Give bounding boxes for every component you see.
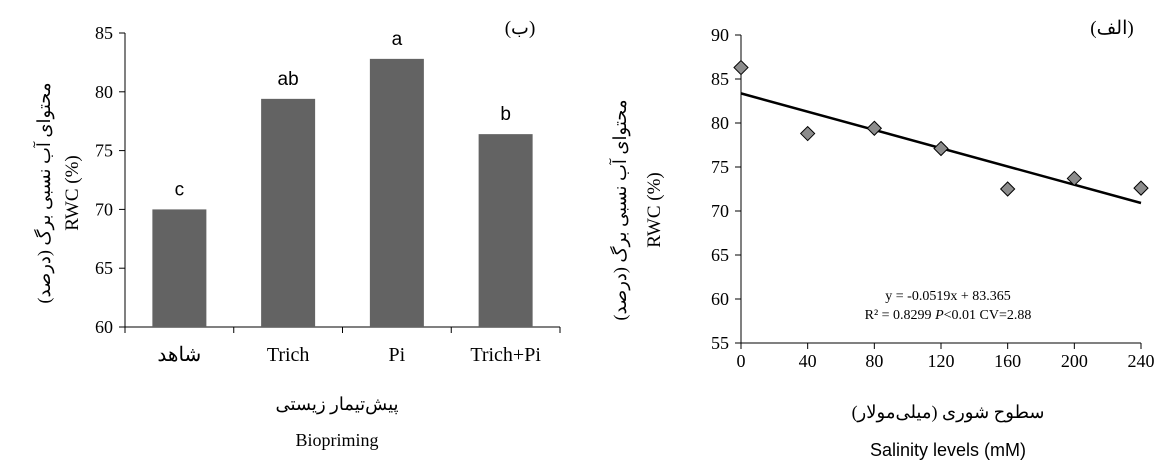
bar-x-tick-label: Pi xyxy=(389,344,406,366)
bar-data-label: ab xyxy=(278,69,299,90)
bar-chart-panel: 60 65 70 75 80 85 c شاهد ab Trich a Pi b Trich+Pi (ب)… xyxy=(33,18,561,450)
scatter-panel-label: (الف) xyxy=(1090,18,1133,39)
bar-data-label: b xyxy=(500,104,511,125)
scatter-y-tick-label: 85 xyxy=(711,69,729,89)
bar-xlabel-en: Biopriming xyxy=(295,430,378,450)
trendline-stats: R² = 0.8299 P<0.01 CV=2.88 xyxy=(865,308,1032,323)
scatter-xlabel-fa: سطوح شوری (میلی‌مولار) xyxy=(852,402,1045,423)
scatter-y-tick-label: 70 xyxy=(711,201,729,221)
trendline-equation: y = -0.0519x + 83.365 xyxy=(885,289,1010,304)
scatter-xlabel-en: Salinity levels (mM) xyxy=(870,440,1026,460)
scatter-point-6 xyxy=(1133,180,1149,196)
scatter-x-tick-label: 40 xyxy=(799,351,817,371)
bar-ylabel-fa: محتوای آب نسبی برگ (درصد) xyxy=(33,82,55,303)
bar-y-tick-label: 65 xyxy=(95,258,113,278)
bar-x-tick-label: Trich+Pi xyxy=(470,344,541,366)
scatter-ylabel-en: RWC (%) xyxy=(644,172,665,247)
bar-ylabel-en: RWC (%) xyxy=(62,155,83,230)
bar-x-tick-label: Trich xyxy=(267,344,310,366)
scatter-y-tick-label: 80 xyxy=(711,113,729,133)
scatter-point-5 xyxy=(1066,170,1083,187)
bar-y-tick-label: 80 xyxy=(95,82,113,102)
bar-0 xyxy=(152,209,207,327)
bar-y-tick-label: 85 xyxy=(95,23,113,43)
bar-y-tick-label: 75 xyxy=(95,141,113,161)
scatter-y-tick-label: 75 xyxy=(711,157,729,177)
scatter-x-tick-label: 240 xyxy=(1128,351,1155,371)
bar-x-tick-label: شاهد xyxy=(157,344,201,366)
scatter-ylabel-fa: محتوای آب نسبی برگ (درصد) xyxy=(609,99,631,320)
scatter-point-1 xyxy=(799,125,816,142)
scatter-point-4 xyxy=(999,181,1016,197)
scatter-point-0 xyxy=(733,59,749,76)
bar-2 xyxy=(369,58,424,327)
bar-panel-label: (ب) xyxy=(505,18,536,39)
bar-y-tick-label: 60 xyxy=(95,317,113,337)
scatter-y-tick-label: 90 xyxy=(711,25,729,45)
bar-y-tick-label: 70 xyxy=(95,199,113,219)
scatter-y-tick-label: 55 xyxy=(711,333,729,353)
scatter-x-tick-label: 160 xyxy=(994,351,1021,371)
scatter-y-tick-label: 60 xyxy=(711,289,729,309)
scatter-x-tick-label: 200 xyxy=(1061,351,1088,371)
scatter-point-3 xyxy=(933,140,949,157)
bar-1 xyxy=(261,98,316,327)
scatter-x-tick-label: 80 xyxy=(865,351,883,371)
scatter-point-2 xyxy=(866,120,883,136)
bar-3 xyxy=(478,134,533,327)
scatter-x-tick-label: 120 xyxy=(928,351,955,371)
scatter-y-tick-label: 65 xyxy=(711,245,729,265)
bar-xlabel-fa: پیش‌تیمار زیستی xyxy=(275,394,398,415)
scatter-x-tick-label: 0 xyxy=(737,351,746,371)
bar-data-label: a xyxy=(392,29,403,50)
bar-data-label: c xyxy=(175,179,185,200)
